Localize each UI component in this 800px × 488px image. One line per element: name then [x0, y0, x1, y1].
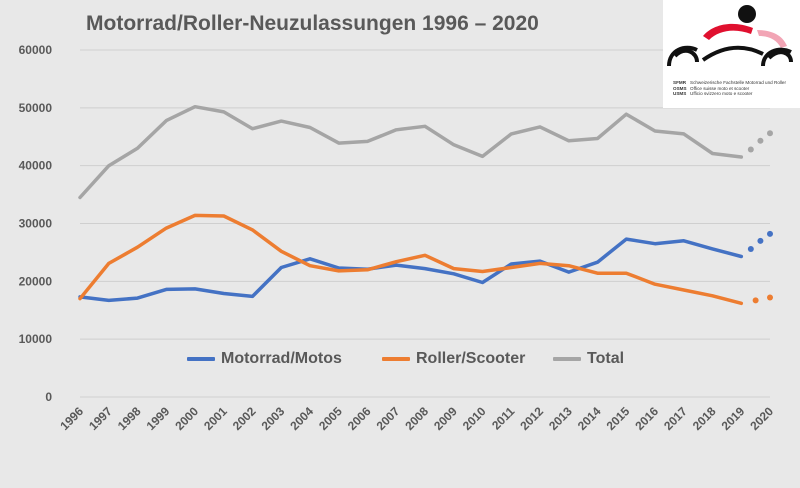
x-tick-label-2004: 2004	[287, 404, 316, 433]
x-tick-label-2005: 2005	[316, 404, 345, 433]
x-tick-label-2006: 2006	[345, 404, 374, 433]
y-tick-label-30000: 30000	[19, 217, 53, 231]
legend-swatch-motorrad	[187, 357, 215, 361]
x-tick-label-1996: 1996	[57, 404, 86, 433]
x-tick-label-2008: 2008	[402, 404, 431, 433]
sfmr-logo: SFMR Schweizerische Fachstelle Motorrad u…	[663, 0, 800, 108]
chart-title: Motorrad/Roller-Neuzulassungen 1996 – 20…	[86, 12, 539, 35]
x-tick-label-2009: 2009	[431, 404, 460, 433]
x-tick-label-2014: 2014	[575, 404, 604, 433]
x-tick-label-2007: 2007	[374, 404, 403, 433]
y-tick-label-60000: 60000	[19, 43, 53, 57]
legend-label-roller: Roller/Scooter	[416, 350, 526, 367]
projected-point-total-0	[747, 146, 754, 153]
x-tick-label-2016: 2016	[632, 404, 661, 433]
projected-point-motorrad-motos-1	[757, 237, 764, 244]
x-tick-label-2011: 2011	[489, 404, 518, 433]
y-tick-label-40000: 40000	[19, 159, 53, 173]
legend-item-total: Total	[553, 350, 624, 368]
x-tick-label-1997: 1997	[86, 404, 115, 433]
x-tick-label-2003: 2003	[259, 404, 288, 433]
y-tick-label-0: 0	[45, 390, 52, 404]
projected-point-motorrad-motos-0	[747, 245, 754, 252]
legend-item-motorrad: Motorrad/Motos	[187, 350, 342, 368]
logo-text-usms: Ufficio svizzero moto e scooter	[690, 91, 753, 97]
x-tick-label-2018: 2018	[690, 404, 719, 433]
projected-point-roller-scooter-1	[767, 294, 773, 301]
x-tick-label-2017: 2017	[661, 404, 690, 433]
projected-point-motorrad-motos-2	[767, 230, 773, 237]
logo-text-osms: Office suisse moto et scooter	[690, 85, 750, 91]
x-tick-label-2001: 2001	[201, 404, 230, 433]
x-tick-label-1999: 1999	[144, 404, 173, 433]
logo-text-sfmr: Schweizerische Fachstelle Motorrad und R…	[690, 80, 786, 85]
series-line-total	[78, 104, 744, 200]
logo-abbr-usms: USMS	[673, 91, 687, 97]
legend-label-motorrad: Motorrad/Motos	[221, 350, 342, 367]
legend-swatch-total	[553, 357, 581, 361]
x-tick-label-2002: 2002	[230, 404, 259, 433]
series-line-motorrad-motos	[78, 237, 744, 303]
logo-line-usms: USMS Ufficio svizzero moto e scooter	[673, 91, 786, 97]
projected-point-roller-scooter-0	[752, 297, 759, 304]
legend-item-roller: Roller/Scooter	[382, 350, 525, 368]
logo-caption: SFMR Schweizerische Fachstelle Motorrad u…	[673, 80, 786, 97]
projected-point-total-1	[757, 137, 764, 144]
x-tick-label-2020: 2020	[747, 404, 776, 433]
x-tick-label-2012: 2012	[517, 404, 546, 433]
motorcycle-logo-icon	[667, 5, 793, 67]
logo-abbr-osms: OSMS	[673, 85, 687, 91]
x-tick-label-1998: 1998	[115, 404, 144, 433]
x-tick-label-2015: 2015	[604, 404, 633, 433]
logo-line-sfmr: SFMR Schweizerische Fachstelle Motorrad u…	[673, 80, 786, 86]
x-tick-label-2019: 2019	[719, 404, 748, 433]
legend-label-total: Total	[587, 350, 625, 367]
x-tick-label-2013: 2013	[546, 404, 575, 433]
logo-line-osms: OSMS Office suisse moto et scooter	[673, 86, 786, 92]
legend-swatch-roller	[382, 357, 410, 361]
projected-point-total-2	[767, 130, 773, 137]
series-line-roller-scooter	[78, 213, 744, 306]
x-tick-label-2010: 2010	[460, 404, 489, 433]
x-tick-label-2000: 2000	[172, 404, 201, 433]
y-tick-label-10000: 10000	[19, 332, 53, 346]
logo-abbr-sfmr: SFMR	[673, 80, 687, 85]
chart-legend: Motorrad/Motos Roller/Scooter Total	[0, 350, 800, 374]
y-tick-label-50000: 50000	[19, 101, 53, 115]
y-tick-label-20000: 20000	[19, 274, 53, 288]
